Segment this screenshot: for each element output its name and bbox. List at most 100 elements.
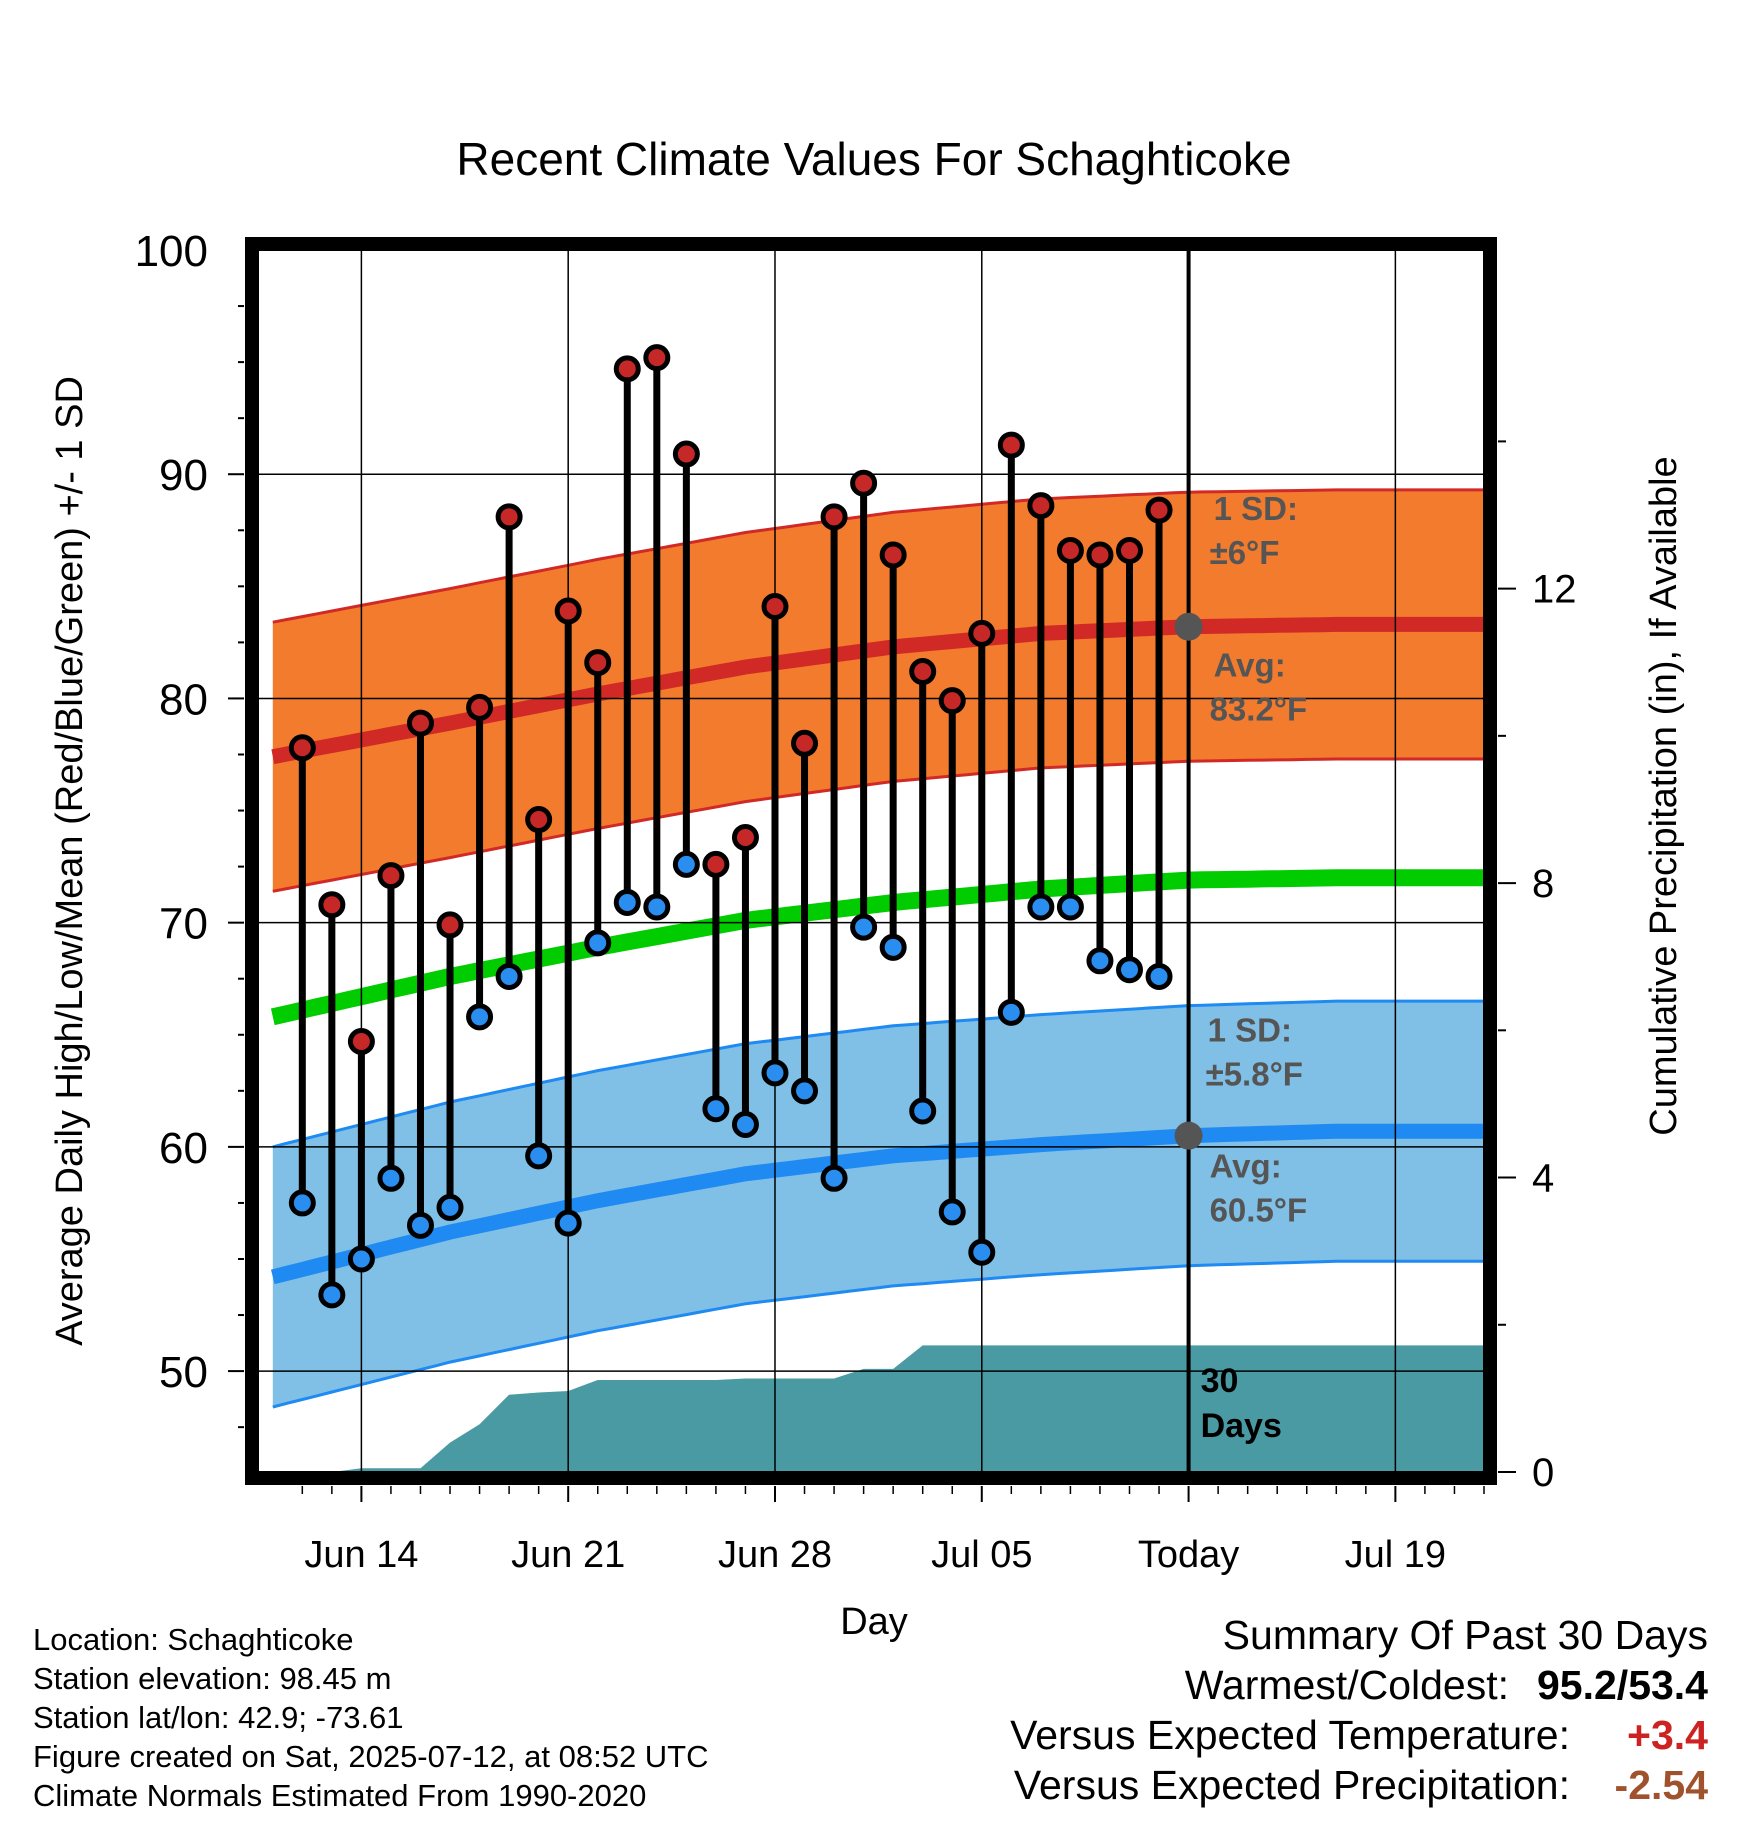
low-sd-label: 1 SD: [1208, 1012, 1292, 1049]
daily-high-point [554, 597, 582, 625]
temp-vs-expected-value: +3.4 [1627, 1712, 1708, 1758]
daily-low-point [318, 1281, 346, 1309]
y-tick-label-left: 100 [135, 227, 208, 276]
daily-low-point [997, 998, 1025, 1026]
daily-low-point [584, 929, 612, 957]
daily-high-point [406, 709, 434, 737]
daily-high-point [584, 649, 612, 677]
low-sd-lower-line [272, 1259, 1484, 1409]
daily-low-point [1027, 893, 1055, 921]
daily-high-point [702, 850, 730, 878]
temp-vs-expected-label: Versus Expected Temperature: [1010, 1712, 1570, 1758]
daily-low-point [643, 893, 671, 921]
warmest-coldest-label: Warmest/Coldest: [1184, 1662, 1509, 1708]
summary-title: Summary Of Past 30 Days [1222, 1612, 1708, 1658]
daily-low-point [820, 1164, 848, 1192]
y-tick-label-right: 0 [1532, 1451, 1554, 1495]
daily-high-point [672, 440, 700, 468]
daily-low-point [347, 1245, 375, 1273]
daily-high-point [613, 355, 641, 383]
daily-high-point [377, 862, 405, 890]
daily-high-point [761, 593, 789, 621]
daily-low-point [850, 913, 878, 941]
high-sd-upper-line [272, 488, 1484, 624]
daily-high-point [820, 503, 848, 531]
y-axis-title-left: Average Daily High/Low/Mean (Red/Blue/Gr… [49, 376, 91, 1346]
daily-high-point [938, 687, 966, 715]
daily-low-point [672, 850, 700, 878]
daily-low-point [909, 1097, 937, 1125]
daily-low-point [613, 888, 641, 916]
daily-low-point [436, 1193, 464, 1221]
low-sd-value: ±5.8°F [1206, 1056, 1303, 1093]
daily-low-point [702, 1095, 730, 1123]
y-tick-label-left: 70 [159, 900, 208, 949]
daily-low-point [377, 1164, 405, 1192]
daily-low-point [466, 1003, 494, 1031]
latlon-text: Station lat/lon: 42.9; -73.61 [33, 1700, 404, 1735]
created-text: Figure created on Sat, 2025-07-12, at 08… [33, 1739, 709, 1774]
daily-high-point [879, 541, 907, 569]
daily-high-point [1056, 536, 1084, 564]
plot-inner [258, 250, 1484, 1472]
y-tick-label-left: 60 [159, 1124, 208, 1173]
daily-low-point [1086, 947, 1114, 975]
daily-low-point [938, 1198, 966, 1226]
daily-high-point [466, 693, 494, 721]
daily-high-point [850, 469, 878, 497]
daily-low-point [731, 1110, 759, 1138]
normals-text: Climate Normals Estimated From 1990-2020 [33, 1778, 647, 1813]
low-avg-label: Avg: [1210, 1148, 1282, 1185]
avg-mean-line [270, 869, 1484, 1026]
low-sd-upper-line [272, 999, 1484, 1149]
precip-area [272, 1345, 1484, 1472]
y-tick-label-right: 4 [1532, 1157, 1554, 1201]
daily-low-point [791, 1077, 819, 1105]
precip-vs-expected-value: -2.54 [1614, 1762, 1708, 1808]
temp-vs-expected-row: Versus Expected Temperature: +3.4 [808, 1710, 1708, 1760]
daily-low-point [761, 1059, 789, 1087]
daily-low-point [525, 1142, 553, 1170]
high-avg-value: 83.2°F [1210, 691, 1308, 728]
plot-area: 1 SD: ±6°F Avg: 83.2°F 1 SD: ±5.8°F Avg: 60.5°F… [49, 227, 1685, 1643]
station-info: Location: Schaghticoke Station elevation… [33, 1620, 933, 1815]
x-tick-label: Jun 21 [511, 1534, 625, 1576]
today-avg-low-marker [1174, 1121, 1203, 1150]
chart-title: Recent Climate Values For Schaghticoke [456, 133, 1291, 185]
daily-low-point [1056, 893, 1084, 921]
y-tick-label-left: 90 [159, 451, 208, 500]
high-sd-value: ±6°F [1210, 534, 1280, 571]
daily-low-point [968, 1238, 996, 1266]
daily-high-point [436, 911, 464, 939]
daily-high-point [968, 619, 996, 647]
daily-high-point [731, 823, 759, 851]
low-sd-band [272, 1001, 1484, 1407]
y-axis-title-right: Cumulative Precipitation (in), If Availa… [1643, 456, 1685, 1135]
daily-low-point [1145, 962, 1173, 990]
precip-vs-expected-row: Versus Expected Precipitation: -2.54 [808, 1760, 1708, 1810]
daily-high-point [1145, 496, 1173, 524]
daily-high-point [909, 658, 937, 686]
warmest-coldest-row: Warmest/Coldest: 95.2/53.4 [808, 1660, 1708, 1710]
daily-low-point [406, 1211, 434, 1239]
daily-high-point [997, 431, 1025, 459]
location-text: Location: Schaghticoke [33, 1622, 354, 1657]
daily-high-point [1086, 541, 1114, 569]
daily-high-point [791, 729, 819, 757]
high-sd-band [272, 489, 1484, 892]
elevation-text: Station elevation: 98.45 m [33, 1661, 392, 1696]
x-tick-label: Today [1138, 1534, 1239, 1576]
today-avg-high-marker [1174, 612, 1203, 641]
high-avg-label: Avg: [1214, 647, 1286, 684]
x-tick-label: Jun 14 [304, 1534, 418, 1576]
summary-panel: Summary Of Past 30 Days Warmest/Coldest:… [808, 1610, 1708, 1810]
x-tick-label: Jul 05 [931, 1534, 1032, 1576]
daily-high-point [495, 503, 523, 531]
x-tick-label: Jul 19 [1345, 1534, 1446, 1576]
daily-low-point [288, 1189, 316, 1217]
daily-low-point [1115, 956, 1143, 984]
daily-high-point [1115, 536, 1143, 564]
window-days-number: 30 [1201, 1362, 1239, 1400]
daily-low-point [879, 933, 907, 961]
